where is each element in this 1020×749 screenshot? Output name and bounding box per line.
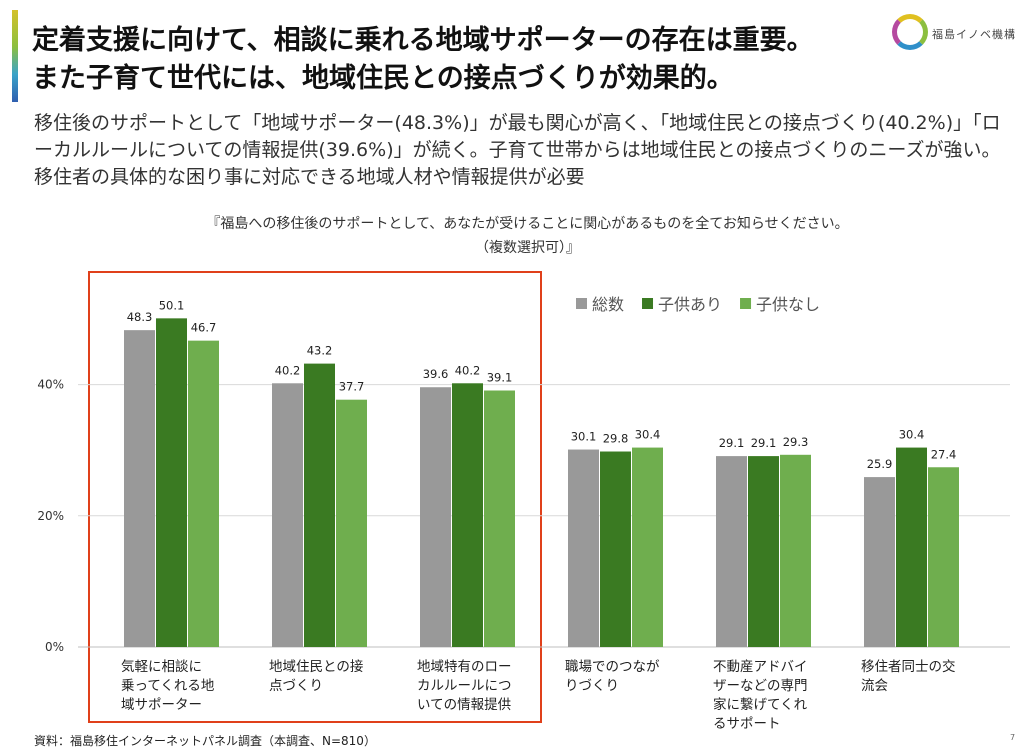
y-tick-label: 0%	[45, 640, 64, 654]
category-label: 地域住民との接点づくり	[269, 658, 363, 694]
title-line-1: 定着支援に向けて、相談に乗れる地域サポーターの存在は重要。	[32, 25, 814, 56]
category-label-line: カルルールにつ	[417, 678, 512, 694]
bar	[124, 330, 155, 647]
category-label: 職場でのつながりづくり	[565, 659, 660, 694]
bar	[272, 383, 303, 647]
category-label: 気軽に相談に乗ってくれる地域サポーター	[121, 659, 215, 713]
category-label-line: るサポート	[713, 716, 781, 732]
highlight-box	[88, 271, 542, 723]
title-line-2: また子育て世代には、地域住民との接点づくりが効果的。	[32, 63, 734, 94]
page-title: 定着支援に向けて、相談に乗れる地域サポーターの存在は重要。 また子育て世代には、…	[32, 22, 814, 98]
y-tick-label: 40%	[37, 378, 64, 392]
grid-lines	[78, 384, 1010, 648]
legend-swatch	[740, 298, 752, 309]
bars	[124, 318, 959, 647]
category-label: 地域特有のローカルルールについての情報提供	[417, 659, 512, 713]
logo: 福島イノベ機構	[892, 14, 1016, 54]
category-label-line: 乗ってくれる地	[121, 678, 215, 694]
category-label-line: ザーなどの専門	[713, 678, 808, 694]
bar	[748, 456, 779, 647]
data-label: 46.7	[191, 321, 217, 335]
category-label-line: りづくり	[565, 678, 619, 694]
data-label: 50.1	[159, 298, 185, 312]
category-label-line: 気軽に相談に	[121, 659, 202, 675]
bar	[336, 399, 367, 647]
data-label: 29.1	[751, 436, 777, 450]
bar	[896, 447, 927, 647]
data-label: 27.4	[931, 447, 957, 461]
bar	[156, 318, 187, 647]
bar	[568, 449, 599, 647]
y-tick-label: 20%	[37, 509, 64, 523]
survey-question: 『福島への移住後のサポートとして、あなたが受けることに関心があるものを全てお知ら…	[120, 212, 935, 260]
category-label: 不動産アドバイザーなどの専門家に繋げてくれるサポート	[713, 659, 808, 732]
bar	[484, 390, 515, 647]
survey-question-line-1: 『福島への移住後のサポートとして、あなたが受けることに関心があるものを全てお知ら…	[206, 216, 849, 232]
data-label: 30.4	[635, 428, 661, 442]
bar	[928, 467, 959, 647]
bar	[716, 456, 747, 647]
data-label: 30.1	[571, 430, 597, 444]
data-label: 29.1	[719, 436, 745, 450]
legend: 総数 子供あり 子供なし	[576, 295, 820, 314]
accent-bar	[12, 10, 18, 102]
data-label: 29.3	[783, 435, 809, 449]
bar	[600, 451, 631, 647]
category-label-line: 移住者同士の交	[861, 658, 956, 675]
category-label-line: 職場でのつなが	[565, 659, 660, 675]
category-label-line: 域サポーター	[121, 697, 202, 713]
category-label-line: いての情報提供	[417, 697, 511, 713]
value-labels: 48.3 50.1 46.7 40.2 43.2 37.7 39.6 40.2 39.1 30.1…	[127, 298, 957, 471]
data-label: 37.7	[339, 380, 365, 394]
bar	[864, 477, 895, 647]
source-note: 資料：福島移住インターネットパネル調査（本調査、N=810）	[34, 734, 376, 748]
category-label-line: 流会	[861, 678, 888, 694]
bar	[304, 363, 335, 647]
bar	[420, 387, 451, 647]
data-label: 25.9	[867, 457, 893, 471]
bar	[632, 447, 663, 647]
legend-label: 総数	[592, 295, 624, 314]
bar	[780, 454, 811, 647]
bar	[452, 383, 483, 647]
legend-swatch	[642, 298, 654, 309]
legend-swatch	[576, 298, 587, 309]
data-label: 30.4	[899, 428, 925, 442]
category-label-line: 不動産アドバイ	[713, 659, 808, 675]
bar	[188, 340, 219, 647]
category-label-line: 家に繋げてくれ	[713, 696, 808, 713]
lead-text: 移住後のサポートとして「地域サポーター(48.3%)」が最も関心が高く、「地域住…	[34, 112, 1001, 188]
data-label: 39.1	[487, 371, 513, 385]
survey-question-line-2: （複数選択可）』	[475, 240, 580, 256]
y-axis: 0% 20% 40%	[37, 378, 64, 654]
data-label: 39.6	[423, 367, 449, 381]
page-number: 7	[1010, 733, 1016, 742]
data-label: 48.3	[127, 310, 153, 324]
category-labels: 気軽に相談に乗ってくれる地域サポーター 地域住民との接点づくり 地域特有のローカルル…	[121, 658, 956, 732]
category-label-line: 点づくり	[269, 678, 323, 694]
data-label: 40.2	[455, 363, 481, 377]
data-label: 29.8	[603, 432, 629, 446]
data-label: 43.2	[307, 344, 333, 358]
category-label-line: 地域住民との接	[269, 658, 363, 675]
data-label: 40.2	[275, 363, 301, 377]
legend-label: 子供あり	[658, 295, 722, 314]
legend-label: 子供なし	[756, 295, 820, 314]
logo-ring-icon	[892, 14, 928, 50]
logo-text: 福島イノベ機構	[932, 28, 1016, 41]
category-label-line: 地域特有のロー	[417, 659, 512, 675]
category-label: 移住者同士の交流会	[861, 658, 956, 694]
